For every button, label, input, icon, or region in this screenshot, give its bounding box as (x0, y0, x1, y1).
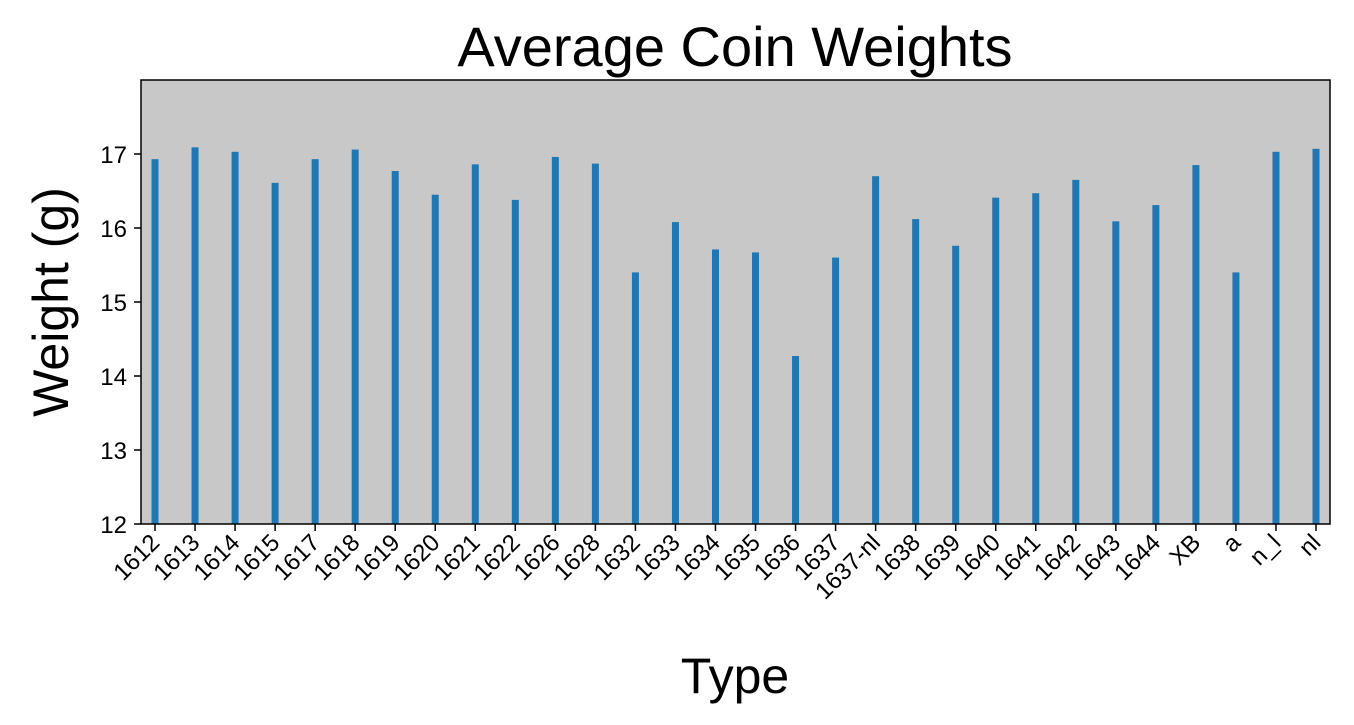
x-tick-label: 1644 (1109, 529, 1166, 586)
bar-1620 (431, 194, 439, 524)
bar-1622 (511, 199, 519, 524)
bar-1615 (271, 182, 279, 525)
bar-1638 (912, 219, 920, 524)
bars-group (151, 147, 1320, 525)
x-axis: 1612161316141615161716181619162016211622… (108, 524, 1326, 605)
bar-1636 (792, 356, 800, 524)
y-tick-label: 14 (100, 364, 127, 391)
plot-area (141, 80, 1330, 524)
y-tick-label: 17 (100, 142, 127, 169)
x-tick-label: XB (1164, 529, 1206, 571)
bar-1619 (391, 171, 399, 524)
chart-title: Average Coin Weights (457, 15, 1012, 78)
bar-1614 (231, 151, 239, 524)
bar-1633 (671, 222, 679, 524)
x-tick-label: n_l (1244, 529, 1286, 571)
bar-1644 (1152, 205, 1160, 524)
x-tick-label: a (1218, 529, 1247, 558)
bar-1635 (752, 252, 760, 525)
y-tick-label: 15 (100, 290, 127, 317)
bar-nl (1312, 148, 1320, 524)
bar-1637-nl (872, 176, 880, 524)
bar-1628 (591, 163, 599, 524)
bar-1641 (1032, 193, 1040, 524)
y-tick-label: 13 (100, 438, 127, 465)
y-axis-label: Weight (g) (23, 187, 79, 417)
bar-1639 (952, 245, 960, 524)
bar-1640 (992, 197, 1000, 524)
bar-1642 (1072, 179, 1080, 524)
bar-1618 (351, 149, 359, 524)
bar-1617 (311, 159, 319, 524)
bar-1632 (631, 272, 639, 524)
bar-1637 (832, 257, 840, 524)
bar-n_l (1272, 151, 1280, 524)
bar-XB (1192, 165, 1200, 524)
bar-1634 (711, 249, 719, 524)
bar-1643 (1112, 221, 1120, 524)
y-axis: 12 13 14 15 16 17 (100, 142, 141, 539)
x-tick-label: nl (1294, 529, 1326, 561)
bar-1621 (471, 164, 479, 525)
bar-a (1232, 272, 1240, 524)
bar-1612 (151, 159, 159, 524)
x-axis-label: Type (681, 648, 789, 704)
y-tick-label: 16 (100, 216, 127, 243)
bar-1613 (191, 147, 199, 524)
y-tick-label: 12 (100, 512, 127, 539)
bar-1626 (551, 156, 559, 524)
